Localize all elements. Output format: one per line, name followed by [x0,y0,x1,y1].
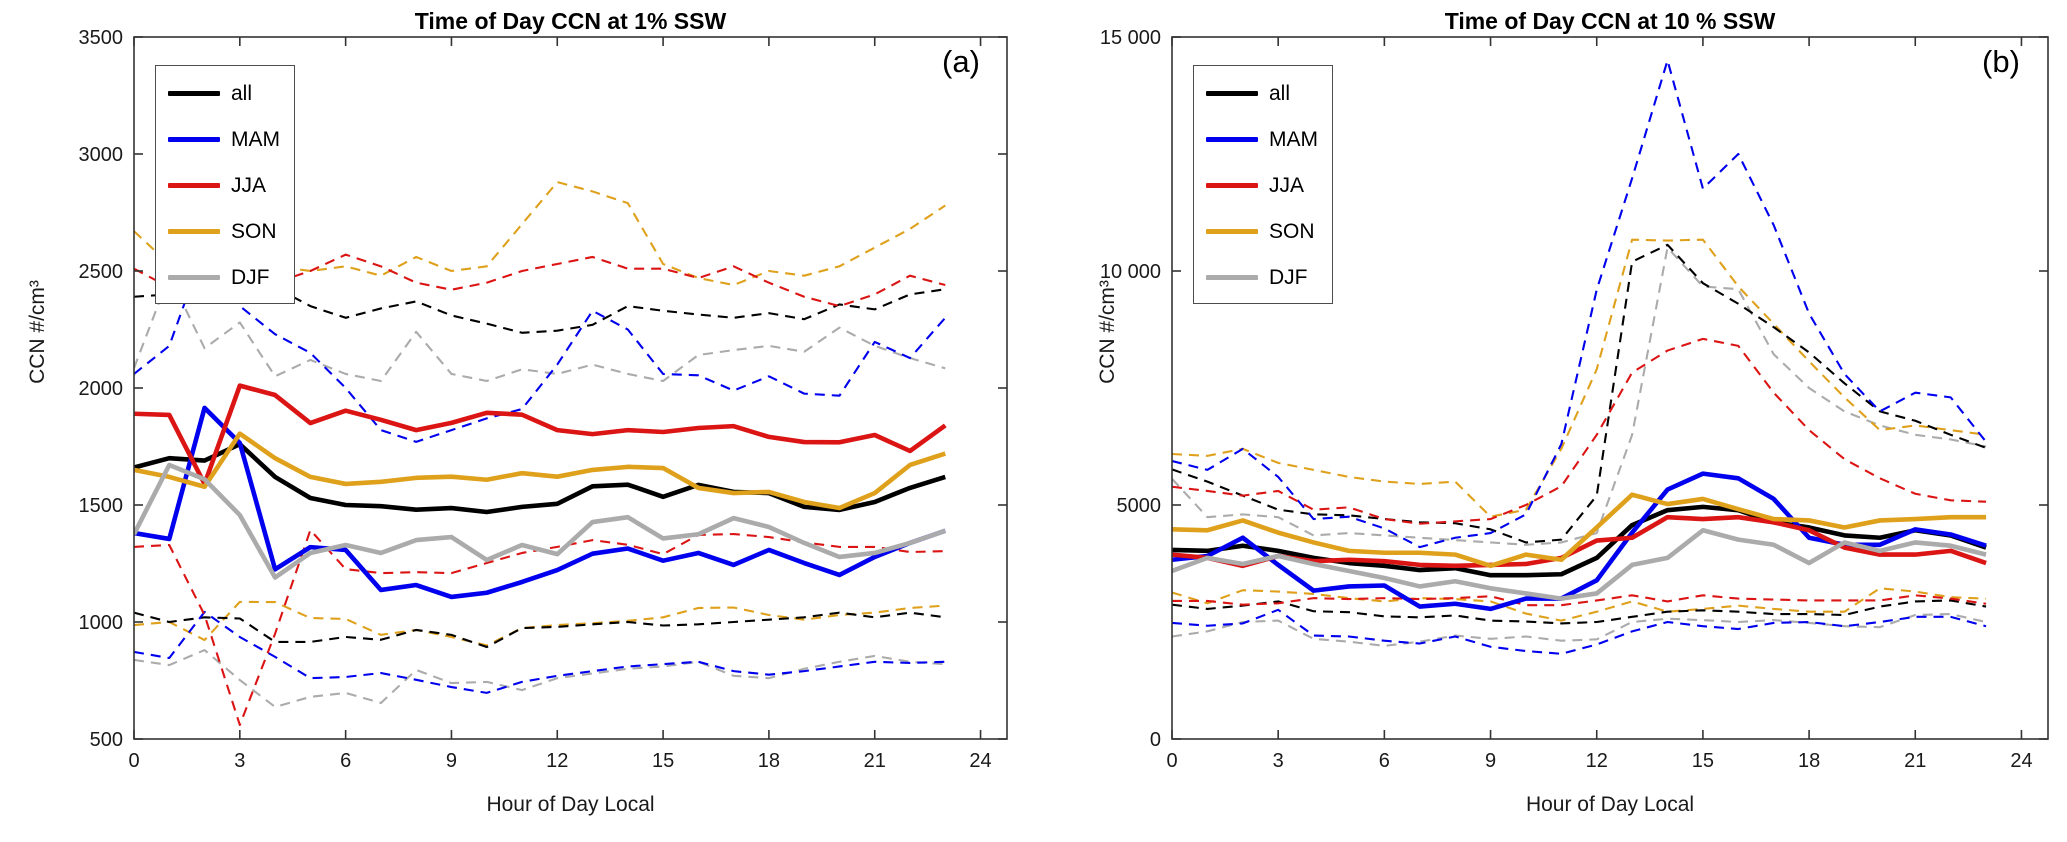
y-tick-label: 1000 [79,612,124,634]
series-line-DJF-upper [1172,246,1987,546]
y-tick-label: 1500 [79,495,124,517]
legend-label: MAM [231,127,280,151]
y-tick-label: 2000 [79,378,124,400]
legend-item-MAM: MAM [1206,124,1318,155]
legend-line-sample-MAM [1206,137,1258,142]
x-tick-label: 15 [1692,750,1714,772]
y-tick-label: 10 000 [1100,261,1161,283]
y-tick-label: 3000 [79,144,124,166]
panel-b-legend: all MAM JJA SON DJF [1193,65,1333,304]
legend-label: DJF [231,265,270,289]
x-tick-label: 0 [128,750,139,772]
y-tick-label: 15 000 [1100,27,1161,49]
panel-b-letter: (b) [1982,44,2020,79]
legend-item-all: all [1206,78,1318,109]
series-line-MAM-upper [1172,59,1987,549]
series-line-JJA-lower [134,528,946,727]
legend-item-DJF: DJF [168,262,280,293]
legend-label: SON [1269,219,1315,243]
legend-item-MAM: MAM [168,124,280,155]
x-tick-label: 12 [546,750,568,772]
legend-line-sample-all [168,91,220,96]
x-tick-label: 9 [446,750,457,772]
legend-line-sample-all [1206,91,1258,96]
series-line-DJF-upper [134,274,946,383]
panel-a-x-axis-label: Hour of Day Local [486,793,655,816]
series-line-DJF [134,462,947,580]
x-tick-label: 6 [1379,750,1390,772]
legend-label: MAM [1269,127,1318,151]
legend-line-sample-SON [168,229,220,234]
y-tick-label: 3500 [79,27,124,49]
x-tick-label: 6 [340,750,351,772]
series-group [1172,59,1987,655]
series-group [134,181,947,727]
legend-label: SON [231,219,277,243]
x-tick-label: 9 [1485,750,1496,772]
panel-b-plot-area: 0 3 6 9 12 15 18 21 24 0 5000 10 000 15 000 [1100,27,2049,772]
axis-box [1171,36,2049,740]
panel-b-title: Time of Day CCN at 10 % SSW [1444,8,1776,34]
panel-a-letter: (a) [942,44,980,79]
legend-label: JJA [231,173,267,197]
y-tick-label: 500 [90,729,123,751]
x-tick-label: 21 [864,750,886,772]
series-line-SON-lower [134,600,946,647]
legend-line-sample-SON [1206,229,1258,234]
x-tick-label: 21 [1904,750,1926,772]
legend-line-sample-JJA [1206,183,1258,188]
series-line-all [1172,504,1987,578]
series-line-DJF-lower [1172,612,1987,647]
legend-item-JJA: JJA [168,170,280,201]
legend-line-sample-MAM [168,137,220,142]
x-tick-label: 12 [1586,750,1608,772]
series-line-SON-lower [1172,587,1987,622]
series-line-all [134,441,946,515]
x-tick-label: 0 [1166,750,1177,772]
legend-label: all [1269,81,1291,105]
y-tick-label: 2500 [79,261,124,283]
legend-item-JJA: JJA [1206,170,1318,201]
panel-a-legend: all MAM JJA SON DJF [155,65,295,304]
series-line-DJF [1172,527,1987,601]
series-line-all-lower [134,611,946,649]
series-line-JJA [134,383,947,487]
x-tick-label: 24 [2010,750,2032,772]
series-line-SON-upper [1172,238,1987,518]
y-tick-label: 0 [1150,729,1161,751]
legend-line-sample-DJF [1206,275,1258,280]
legend-line-sample-JJA [168,183,220,188]
series-line-MAM-lower [134,610,946,694]
legend-label: DJF [1269,265,1308,289]
legend-item-all: all [168,78,280,109]
series-line-all-lower [1172,599,1987,625]
x-tick-label: 18 [1798,750,1820,772]
series-line-JJA-upper [1172,337,1987,525]
legend-label: all [231,81,253,105]
series-line-SON [1172,492,1987,569]
legend-item-SON: SON [168,216,280,247]
panel-a-title: Time of Day CCN at 1% SSW [414,8,727,34]
x-tick-label: 15 [652,750,674,772]
legend-item-SON: SON [1206,216,1318,247]
panel-a-y-axis-label: CCN #/cm³ [26,280,49,384]
series-line-all-upper [1172,243,1987,544]
series-line-DJF-lower [134,649,946,708]
x-tick-label: 3 [234,750,245,772]
series-line-SON [134,431,946,511]
legend-line-sample-DJF [168,275,220,280]
series-line-MAM-upper [134,246,947,443]
panel-a-plot-area: 0 3 6 9 12 15 18 21 24 500 1000 1500 2000 2500 3000 350… [79,27,1008,772]
series-line-MAM-lower [1172,608,1987,655]
series-line-JJA-lower [1172,594,1987,607]
y-tick-label: 5000 [1117,495,1162,517]
legend-label: JJA [1269,173,1305,197]
x-tick-label: 24 [969,750,991,772]
series-line-MAM [134,405,947,600]
x-tick-label: 3 [1273,750,1284,772]
x-tick-label: 18 [758,750,780,772]
legend-item-DJF: DJF [1206,262,1318,293]
panel-b-x-axis-label: Hour of Day Local [1525,793,1695,816]
